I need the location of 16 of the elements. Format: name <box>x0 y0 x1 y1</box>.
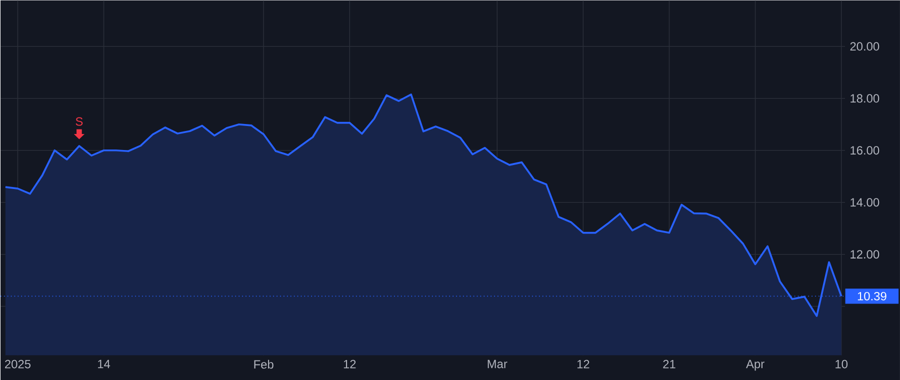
y-tick-label: 14.00 <box>850 198 880 207</box>
x-tick-label: Feb <box>254 360 274 369</box>
y-tick-label: 12.00 <box>850 250 880 258</box>
x-tick-label: 2025 <box>5 360 31 368</box>
x-tick-label: 12 <box>344 360 356 368</box>
y-tick-label: 20.00 <box>850 42 880 51</box>
x-tick-label: 14 <box>98 360 110 368</box>
x-tick-label: 21 <box>663 360 676 368</box>
y-tick-label: 16.00 <box>850 146 880 155</box>
x-tick-label: 12 <box>577 360 590 368</box>
x-tick-label: Apr <box>746 360 764 370</box>
ref-line-label: 10.39 <box>858 292 886 300</box>
x-tick-label: 10 <box>836 360 848 368</box>
annotation: S <box>76 117 83 126</box>
x-tick-label: Mar <box>488 360 508 368</box>
y-tick-label: 18.00 <box>850 94 880 103</box>
